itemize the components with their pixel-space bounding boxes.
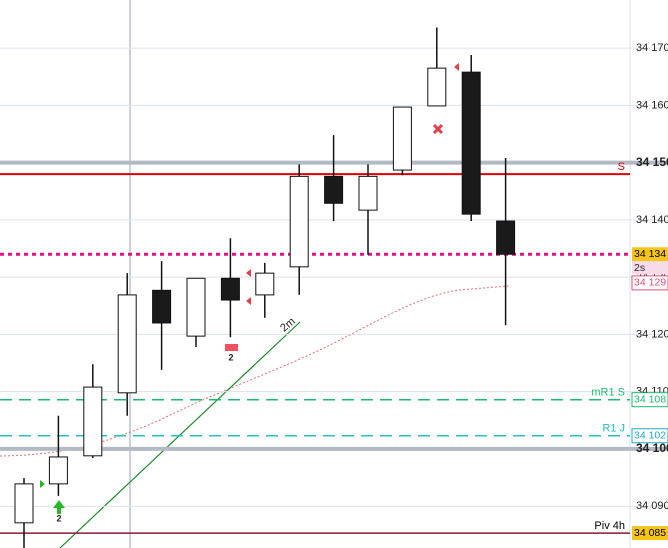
candle-body: [392, 106, 412, 171]
y-tick-label: 34 090: [636, 500, 668, 512]
timer-label: 2s: [634, 262, 645, 274]
candle-body: [14, 483, 34, 524]
candle-body: [48, 456, 68, 485]
signal-arrow: [53, 500, 65, 514]
signal-marker: [225, 344, 238, 351]
trend-line: [59, 321, 301, 548]
level-label: mR1 S: [591, 387, 625, 399]
price-tag: [631, 428, 668, 444]
price-tag-label: 34 102: [634, 430, 666, 442]
level-label: S: [618, 161, 625, 173]
signal-arrow: [246, 269, 251, 277]
signal-arrow: [246, 297, 251, 305]
candle-body: [220, 277, 240, 301]
candle-body: [461, 71, 481, 215]
candle-body: [83, 386, 103, 457]
y-tick-label: 34 140: [636, 214, 668, 226]
annotation: 2: [56, 513, 61, 523]
moving-average: [0, 285, 509, 457]
y-tick-label: 34 120: [636, 328, 668, 340]
candle-body: [289, 175, 309, 268]
annotation: 2: [228, 352, 233, 362]
candle-body: [324, 175, 344, 204]
y-tick-label: 34 100: [636, 441, 668, 455]
y-tick-label: 34 160: [636, 99, 668, 111]
signal-arrow: [40, 480, 45, 488]
candle-body: [496, 220, 516, 255]
price-tag-label: 34 129: [634, 277, 666, 289]
candle-body: [152, 289, 172, 324]
price-tag: [632, 247, 668, 262]
y-tick-label: 34 150: [636, 155, 668, 169]
signal-arrow: [454, 63, 459, 71]
price-tag-label: 34 134: [634, 248, 666, 260]
y-tick-label: 34 170: [636, 42, 668, 54]
candle-body: [117, 294, 137, 394]
candle-body: [427, 67, 447, 107]
timer-tag: [632, 261, 668, 275]
candle-body: [186, 277, 206, 337]
level-label: R1 J: [602, 423, 625, 435]
price-tag: [631, 275, 668, 291]
candle-body: [255, 272, 275, 296]
price-tag: [631, 392, 668, 408]
price-tag-label: 34 085: [634, 527, 666, 539]
price-tag-label: 34 108: [634, 393, 666, 405]
level-label: Piv 4h: [594, 520, 625, 532]
price-tag: [632, 526, 668, 541]
signal-cross: [432, 123, 444, 135]
candle-body: [358, 175, 378, 211]
